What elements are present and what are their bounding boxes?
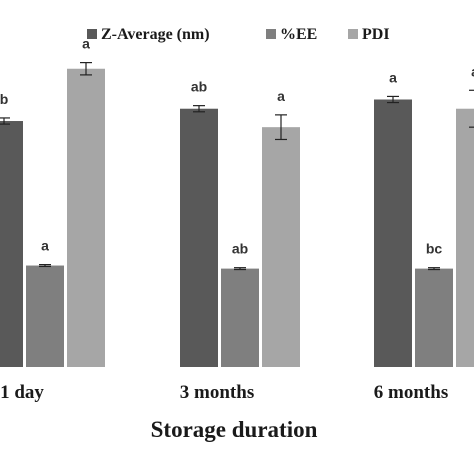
significance-label-0-0: b bbox=[0, 91, 8, 107]
bar-2-0 bbox=[67, 68, 105, 367]
significance-label-0-2: a bbox=[389, 69, 397, 85]
bar-1-0 bbox=[26, 265, 64, 367]
bar-0-1 bbox=[180, 108, 218, 367]
significance-label-1-2: bc bbox=[426, 241, 443, 257]
bar-1-2 bbox=[415, 268, 453, 367]
bar-2-1 bbox=[262, 127, 300, 368]
error-bar-1-1 bbox=[234, 267, 246, 271]
legend-swatch-2 bbox=[348, 29, 358, 39]
significance-label-2-2: a bbox=[471, 63, 474, 79]
chart-x-tick-labels: 1 day 3 months 6 months bbox=[0, 382, 448, 403]
legend-label-2: PDI bbox=[362, 26, 390, 43]
chart-legend: Z-Average (nm) %EE PDI bbox=[87, 26, 390, 43]
error-bar-1-2 bbox=[428, 267, 440, 271]
x-tick-label-0: 1 day bbox=[0, 382, 44, 403]
error-bar-1-0 bbox=[39, 264, 51, 268]
legend-label-0: Z-Average (nm) bbox=[101, 26, 210, 43]
error-bar-0-1 bbox=[193, 105, 205, 113]
error-bar-0-2 bbox=[387, 95, 399, 104]
significance-label-1-0: a bbox=[41, 238, 49, 254]
legend-item-1: %EE bbox=[266, 26, 317, 43]
x-tick-label-2: 6 months bbox=[374, 382, 448, 403]
legend-label-1: %EE bbox=[280, 26, 317, 43]
error-bar-2-1 bbox=[275, 114, 287, 141]
bar-2-2 bbox=[456, 108, 474, 367]
significance-label-0-1: ab bbox=[191, 79, 207, 95]
bar-0-2 bbox=[374, 99, 412, 367]
bar-0-0 bbox=[0, 121, 23, 367]
chart-error-bars bbox=[0, 61, 474, 271]
x-tick-label-1: 3 months bbox=[180, 382, 254, 403]
significance-label-2-0: a bbox=[82, 36, 90, 52]
chart-bars bbox=[0, 68, 474, 368]
legend-item-2: PDI bbox=[348, 26, 390, 43]
x-axis-title: Storage duration bbox=[151, 417, 318, 442]
legend-swatch-0 bbox=[87, 29, 97, 39]
significance-label-2-1: a bbox=[277, 88, 285, 104]
significance-label-1-1: ab bbox=[232, 241, 248, 257]
legend-item-0: Z-Average (nm) bbox=[87, 26, 210, 43]
legend-swatch-1 bbox=[266, 29, 276, 39]
chart-significance-labels: b ab a a ab bc a a a bbox=[0, 36, 474, 257]
bar-1-1 bbox=[221, 268, 259, 367]
error-bar-0-0 bbox=[0, 117, 10, 125]
error-bar-2-0 bbox=[80, 61, 92, 76]
error-bar-2-2 bbox=[469, 89, 474, 128]
